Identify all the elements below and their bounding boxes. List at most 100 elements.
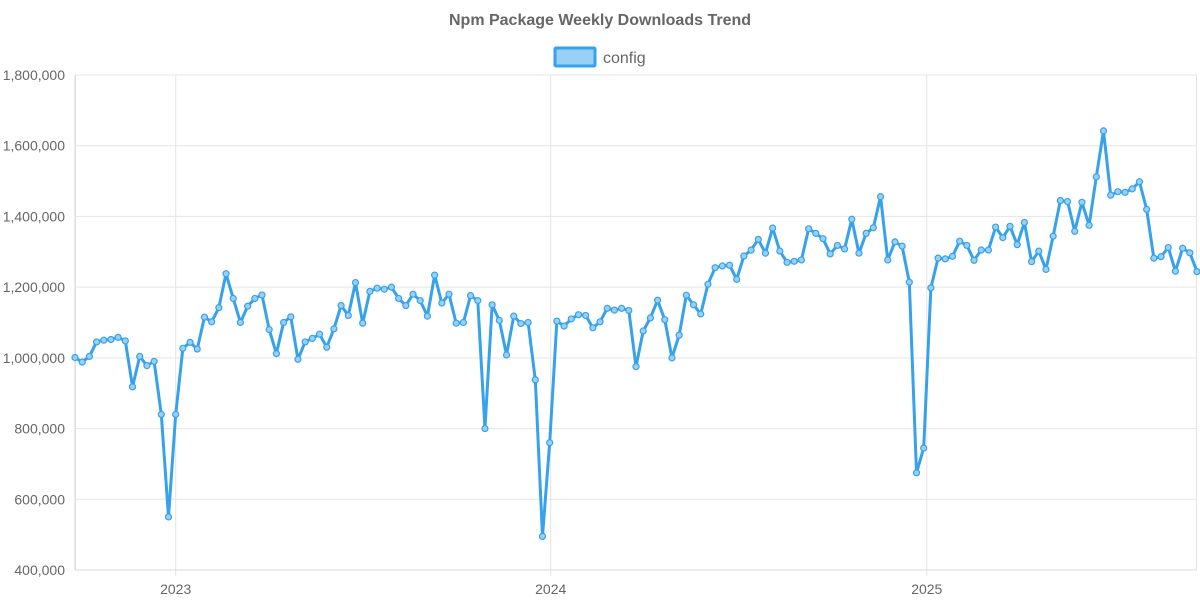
data-point[interactable] [107,335,115,344]
data-point[interactable] [970,256,978,264]
data-point[interactable] [761,249,770,257]
data-point[interactable] [567,315,575,323]
data-point[interactable] [387,283,396,291]
data-point[interactable] [790,257,798,265]
data-point[interactable] [661,316,669,324]
data-point[interactable] [1186,249,1194,257]
data-point[interactable] [826,250,834,258]
data-point[interactable] [136,352,144,361]
data-point[interactable] [891,238,899,246]
data-point[interactable] [840,245,849,253]
data-point[interactable] [848,215,856,223]
data-point[interactable] [208,318,216,326]
data-point[interactable] [992,223,1000,231]
data-point[interactable] [1171,267,1180,275]
data-point[interactable] [315,330,324,338]
data-point[interactable] [704,280,712,288]
data-point[interactable] [222,270,230,278]
data-point[interactable] [646,314,654,322]
data-point[interactable] [805,225,813,233]
data-point[interactable] [898,242,906,250]
data-point[interactable] [78,358,86,366]
data-point[interactable] [812,229,820,237]
data-point[interactable] [1135,178,1144,186]
data-point[interactable] [596,318,604,326]
data-point[interactable] [1179,244,1187,252]
data-point[interactable] [71,353,79,362]
data-point[interactable] [416,296,424,305]
data-point[interactable] [114,333,122,341]
data-point[interactable] [100,336,108,344]
data-point[interactable] [294,355,302,363]
data-point[interactable] [481,424,489,433]
data-point[interactable] [186,338,194,346]
data-point[interactable] [1114,188,1122,196]
data-point[interactable] [618,304,626,312]
data-point[interactable] [855,249,863,257]
data-point[interactable] [1027,258,1036,266]
data-point[interactable] [1157,253,1165,261]
data-point[interactable] [351,278,360,287]
data-point[interactable] [653,296,662,304]
data-point[interactable] [610,306,619,314]
data-point[interactable] [229,294,237,303]
data-point[interactable] [193,345,201,353]
data-point[interactable] [682,291,690,299]
data-point[interactable] [603,304,611,312]
data-point[interactable] [1049,232,1057,240]
data-point[interactable] [984,246,993,254]
data-point[interactable] [272,350,280,358]
data-point[interactable] [754,235,762,244]
data-point[interactable] [1164,243,1172,252]
data-point[interactable] [977,246,985,254]
data-point[interactable] [330,325,338,333]
data-point[interactable] [510,312,518,320]
data-point[interactable] [244,302,252,310]
data-point[interactable] [689,301,698,309]
data-point[interactable] [956,237,964,245]
data-point[interactable] [359,319,367,327]
legend[interactable]: config [553,46,646,68]
data-point[interactable] [438,299,446,307]
data-point[interactable] [143,362,151,370]
data-point[interactable] [92,338,101,346]
data-point[interactable] [380,285,388,293]
data-point[interactable] [495,316,503,324]
data-point[interactable] [524,318,532,327]
data-point[interactable] [172,410,180,419]
data-point[interactable] [725,261,734,269]
data-point[interactable] [85,352,93,361]
data-point[interactable] [1020,218,1028,227]
data-point[interactable] [941,255,949,263]
data-point[interactable] [1006,222,1014,230]
data-point[interactable] [819,235,827,243]
data-point[interactable] [697,310,705,318]
data-point[interactable] [963,241,971,250]
data-point[interactable] [308,334,316,343]
data-point[interactable] [1013,241,1021,249]
data-point[interactable] [366,287,374,295]
data-point[interactable] [344,311,352,320]
data-point[interactable] [625,306,633,315]
data-point[interactable] [517,319,525,328]
data-point[interactable] [1092,173,1100,181]
data-point[interactable] [301,338,309,346]
data-point[interactable] [337,301,345,310]
data-point[interactable] [833,241,841,250]
data-point[interactable] [1042,265,1050,274]
data-point[interactable] [279,318,288,327]
data-point[interactable] [668,354,676,362]
data-point[interactable] [128,383,137,391]
data-point[interactable] [574,311,583,319]
data-point[interactable] [445,290,453,298]
data-point[interactable] [531,376,539,384]
data-point[interactable] [783,258,791,266]
data-point[interactable] [157,410,165,419]
data-point[interactable] [869,224,877,232]
data-point[interactable] [502,351,511,359]
data-point[interactable] [474,296,482,305]
data-point[interactable] [769,224,777,232]
data-point[interactable] [1107,191,1115,199]
data-point[interactable] [1078,198,1086,206]
data-point[interactable] [200,313,209,321]
